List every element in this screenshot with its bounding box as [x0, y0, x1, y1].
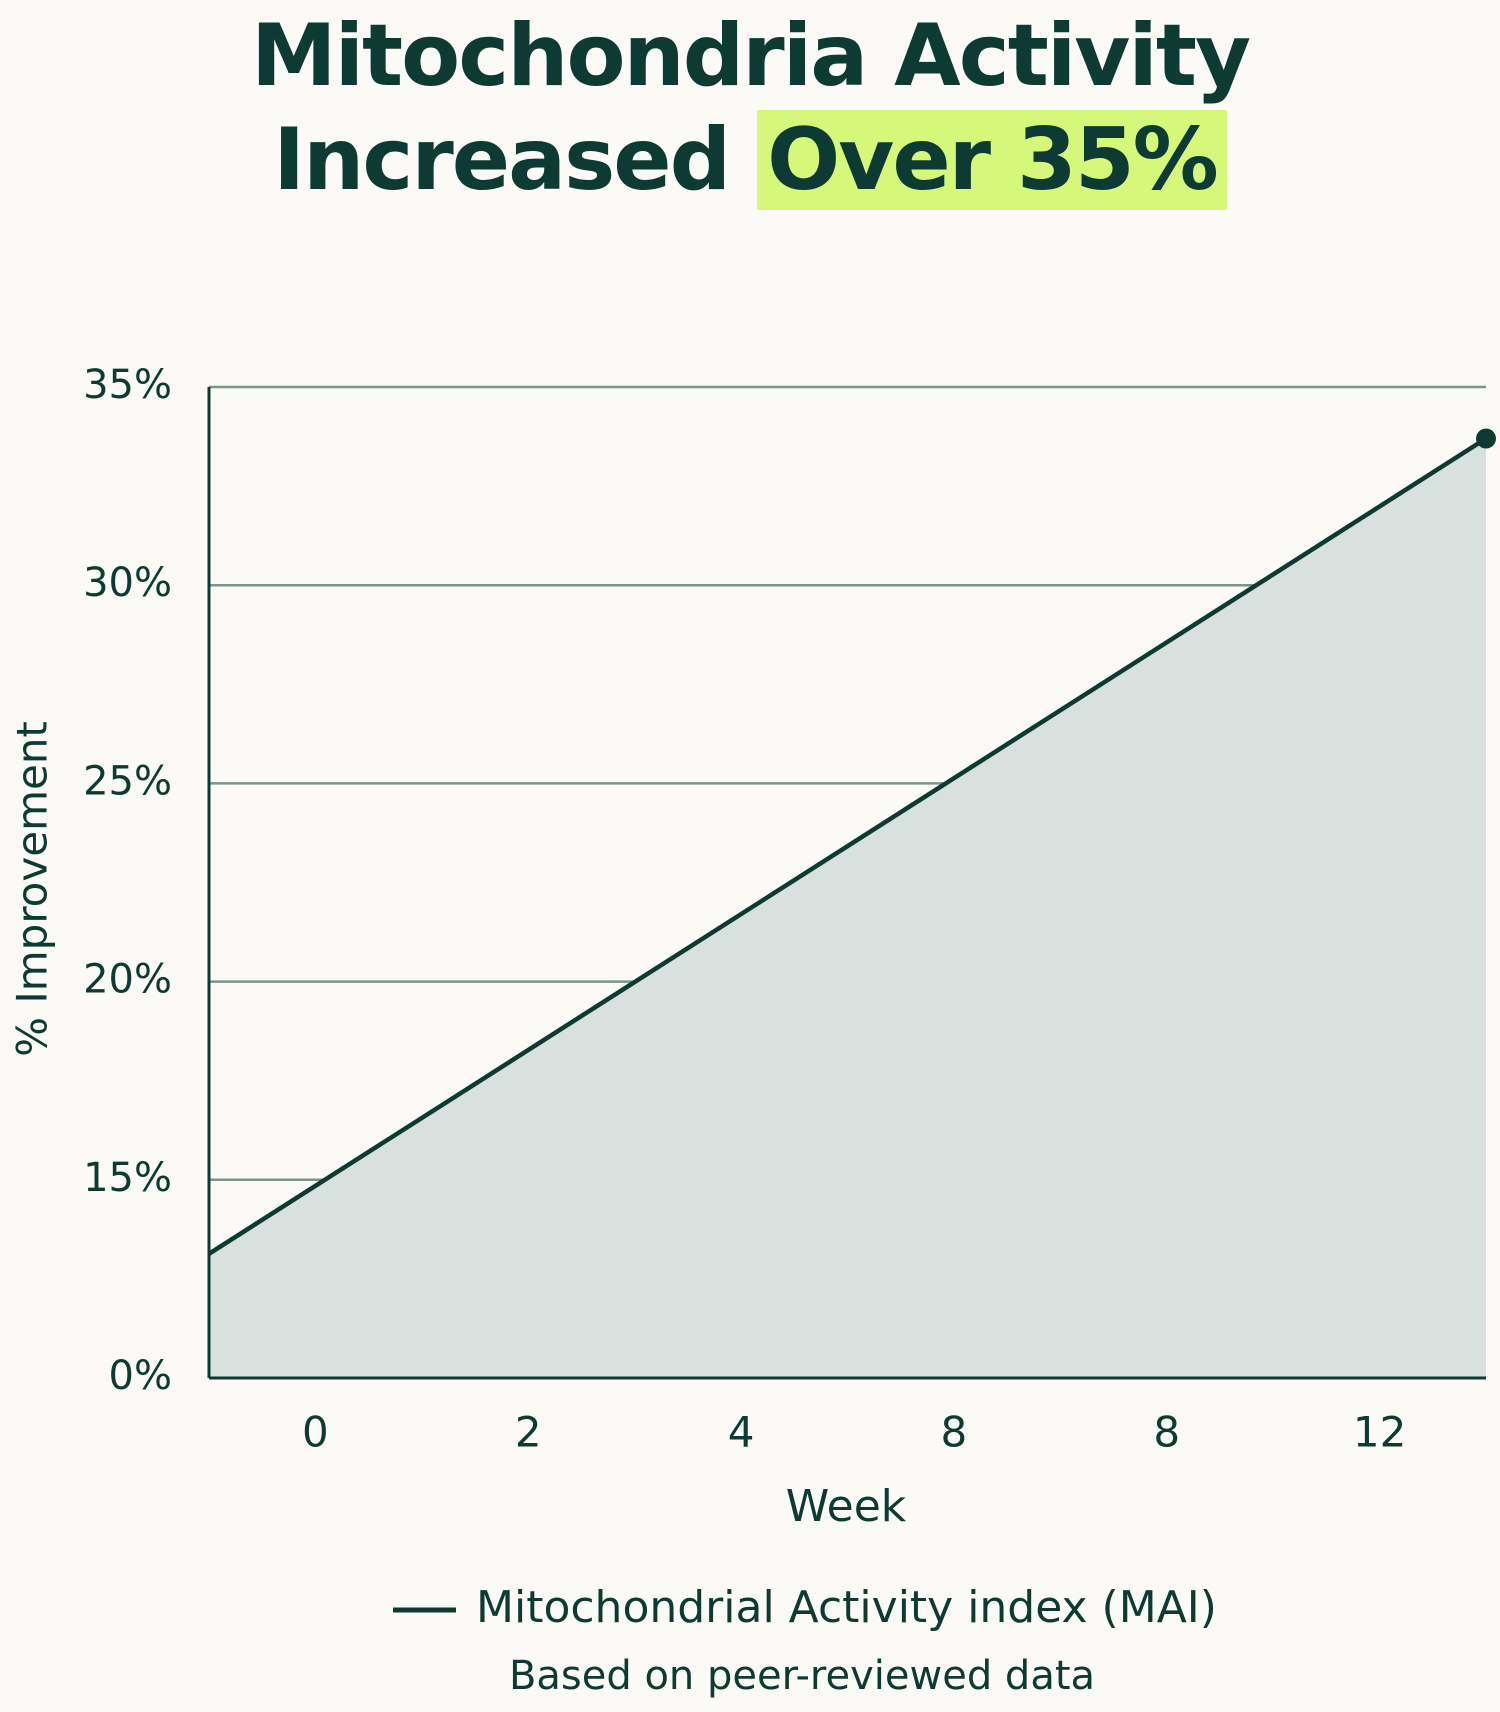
- x-tick-label: 12: [1353, 1408, 1406, 1457]
- area: [209, 438, 1486, 1379]
- x-tick-label: 4: [728, 1408, 755, 1457]
- y-axis-label: % Improvement: [8, 721, 57, 1057]
- x-tick-label: 0: [302, 1408, 329, 1457]
- title-line: Increased Over 35%: [0, 108, 1500, 212]
- x-axis-label: Week: [786, 1481, 907, 1532]
- x-tick-label: 8: [941, 1408, 968, 1457]
- title-highlight: Over 35%: [757, 110, 1227, 210]
- y-tick-label: 30%: [83, 560, 172, 606]
- title-line: Mitochondria Activity: [250, 6, 1251, 106]
- y-tick-label: 25%: [83, 758, 172, 804]
- title-line: Increased: [273, 110, 731, 210]
- note: Based on peer-reviewed data: [509, 1653, 1095, 1699]
- y-tick-label: 20%: [83, 957, 172, 1003]
- x-tick-label: 8: [1153, 1408, 1180, 1457]
- y-tick-label: 15%: [83, 1155, 172, 1201]
- line: [207, 436, 1488, 1256]
- chart-title: Mitochondria Activity Increased Over 35%: [0, 0, 1500, 212]
- end-point: [1476, 428, 1496, 449]
- y-tick-label: 0%: [109, 1353, 172, 1399]
- x-tick-label: 2: [515, 1408, 542, 1457]
- legend-label: Mitochondrial Activity index (MAI): [476, 1582, 1217, 1633]
- y-tick-label: 35%: [83, 362, 172, 408]
